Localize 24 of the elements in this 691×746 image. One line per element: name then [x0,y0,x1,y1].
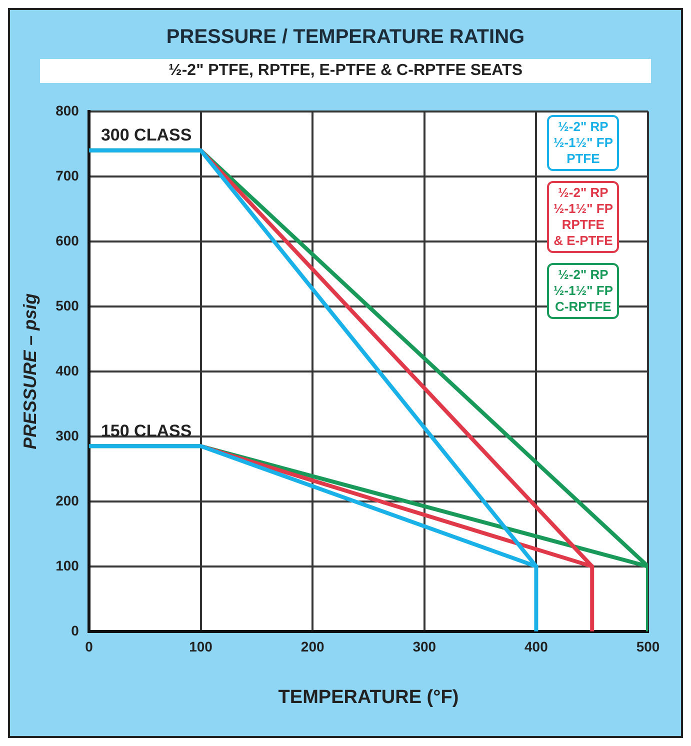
text: ½-2" RP ½-1½" FP RPTFE & E-PTFE [547,181,619,253]
annotation: 150 CLASS [100,421,192,440]
y-tick-label: 100 [56,557,80,574]
text: ½-2" RP ½-1½" FP C-RPTFE [547,263,619,319]
y-tick-label: 600 [56,232,80,248]
text: ½-2" RP ½-1½" FP PTFE [547,115,619,171]
y-tick-label: 0 [71,622,80,638]
x-tick-label: 0 [85,638,94,655]
y-tick-label: 400 [56,362,80,378]
y-tick-label: 300 [56,427,80,444]
y-tick-label: 200 [56,492,80,508]
x-tick-label: 200 [300,638,324,655]
chart-subtitle: ½-2" PTFE, RPTFE, E-PTFE & C-RPTFE SEATS [40,59,651,83]
y-tick-label: 700 [56,167,80,184]
x-tick-label: 400 [524,638,548,655]
x-tick-label: 300 [412,638,436,655]
x-axis-title: TEMPERATURE (°F) [278,686,459,708]
x-tick-label: 100 [189,638,213,655]
y-tick-label: 800 [56,102,80,118]
y-axis-title: PRESSURE – psig [20,293,40,450]
chart-title: PRESSURE / TEMPERATURE RATING [165,25,526,49]
annotation: 300 CLASS [100,126,192,145]
y-tick-label: 500 [56,297,80,314]
x-tick-label: 500 [636,638,660,655]
